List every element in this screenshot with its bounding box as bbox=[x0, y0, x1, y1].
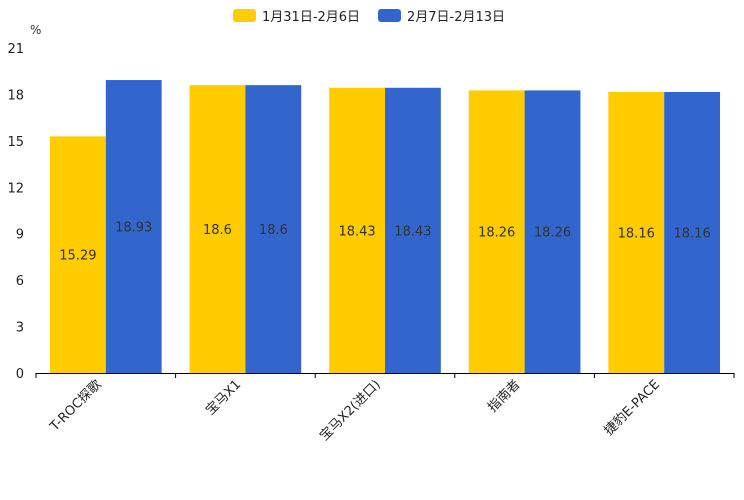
y-tick-label: 15 bbox=[7, 135, 24, 150]
y-tick-label: 9 bbox=[16, 228, 24, 243]
legend: 1月31日-2月6日 2月7日-2月13日 bbox=[233, 9, 505, 25]
y-tick-label: 3 bbox=[16, 321, 24, 336]
bar bbox=[468, 90, 525, 374]
bar bbox=[189, 85, 246, 374]
bar bbox=[329, 87, 385, 374]
legend-item[interactable]: 2月7日-2月13日 bbox=[378, 9, 505, 25]
bar bbox=[105, 80, 162, 374]
data-label: 18.93 bbox=[115, 221, 152, 236]
x-tick-label: 宝马X2(进口) bbox=[317, 377, 384, 444]
bar bbox=[664, 91, 721, 373]
bar bbox=[385, 87, 441, 374]
data-label: 18.43 bbox=[394, 224, 431, 239]
data-label: 18.6 bbox=[203, 223, 232, 238]
x-tick-label: 宝马X1 bbox=[203, 377, 244, 418]
data-label: 18.16 bbox=[618, 226, 655, 241]
data-label: 15.29 bbox=[59, 249, 96, 264]
y-axis-unit-label: % bbox=[30, 23, 41, 37]
y-axis: 0 3 6 9 12 15 18 21 bbox=[7, 42, 24, 382]
bar bbox=[608, 91, 665, 373]
legend-label: 2月7日-2月13日 bbox=[407, 10, 505, 25]
y-tick-label: 18 bbox=[7, 88, 24, 103]
data-label: 18.43 bbox=[338, 224, 375, 239]
y-tick-label: 21 bbox=[7, 42, 24, 57]
y-tick-label: 12 bbox=[7, 181, 24, 196]
y-tick-label: 0 bbox=[16, 367, 24, 382]
x-tick-label: 捷豹E-PACE bbox=[602, 377, 663, 438]
data-label: 18.16 bbox=[674, 226, 711, 241]
legend-swatch bbox=[378, 9, 401, 22]
bars: 15.29 18.6 18.43 18.26 18.16 18.93 18.6 18.43 18… bbox=[49, 80, 721, 374]
legend-label: 1月31日-2月6日 bbox=[262, 10, 360, 25]
legend-swatch bbox=[233, 9, 256, 22]
x-tick-label: T-ROC探歌 bbox=[47, 377, 105, 435]
x-axis: T-ROC探歌 宝马X1 宝马X2(进口) 指南者 捷豹E-PACE bbox=[35, 373, 735, 444]
legend-item[interactable]: 1月31日-2月6日 bbox=[233, 9, 360, 25]
y-tick-label: 6 bbox=[16, 274, 24, 289]
bar bbox=[245, 85, 302, 374]
data-label: 18.26 bbox=[478, 226, 515, 241]
x-tick-label: 指南者 bbox=[485, 377, 524, 416]
bar bbox=[49, 136, 106, 373]
data-label: 18.26 bbox=[534, 226, 571, 241]
data-label: 18.6 bbox=[259, 223, 288, 238]
bar bbox=[524, 90, 581, 374]
